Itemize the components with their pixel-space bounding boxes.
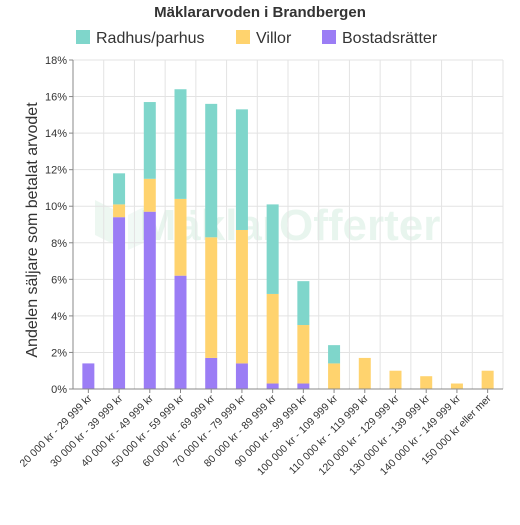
bar-segment xyxy=(143,102,156,179)
y-tick-label: 6% xyxy=(51,274,67,286)
bar-segment xyxy=(297,383,310,389)
legend-label: Bostadsrätter xyxy=(342,30,438,47)
y-tick-label: 18% xyxy=(45,55,67,67)
bar-segment xyxy=(113,173,126,205)
bars xyxy=(82,89,494,389)
y-tick-label: 12% xyxy=(45,165,67,177)
y-axis-title: Andelen säljare som betalat arvodet xyxy=(24,102,41,358)
chart-title: Mäklararvoden i Brandbergen xyxy=(154,4,366,21)
bar-segment xyxy=(358,357,371,389)
bar-segment xyxy=(328,363,341,389)
legend-swatch xyxy=(236,30,250,44)
bar-segment xyxy=(450,383,463,389)
bar-segment xyxy=(328,345,341,364)
bar-segment xyxy=(266,383,279,389)
bar-segment xyxy=(82,363,95,389)
y-tick-label: 8% xyxy=(51,238,67,250)
watermark-text: MäklarOfferter xyxy=(140,201,441,250)
bar-segment xyxy=(174,89,187,199)
y-tick-label: 16% xyxy=(45,92,67,104)
bar-segment xyxy=(174,275,187,389)
bar-segment xyxy=(205,357,218,389)
y-tick-label: 4% xyxy=(51,311,67,323)
axes: 0%2%4%6%8%10%12%14%16%18%20 000 kr - 29 … xyxy=(17,55,503,478)
bar-segment xyxy=(266,293,279,384)
legend: Radhus/parhus Villor Bostadsrätter xyxy=(76,30,438,47)
legend-swatch xyxy=(76,30,90,44)
y-tick-label: 14% xyxy=(45,128,67,140)
y-tick-label: 10% xyxy=(45,201,67,213)
bar-segment xyxy=(297,325,310,384)
bar-segment xyxy=(481,370,494,389)
bar-segment xyxy=(297,281,310,326)
bar-segment xyxy=(420,376,433,389)
bar-segment xyxy=(174,198,187,276)
y-tick-label: 0% xyxy=(51,384,67,396)
bar-segment xyxy=(113,217,126,389)
legend-label: Radhus/parhus xyxy=(96,30,205,47)
legend-swatch xyxy=(322,30,336,44)
bar-segment xyxy=(143,178,156,212)
bar-segment xyxy=(205,103,218,238)
bar-segment xyxy=(113,204,126,218)
bar-segment xyxy=(235,229,248,364)
bar-segment xyxy=(235,363,248,389)
bar-segment xyxy=(266,204,279,294)
bar-segment xyxy=(143,211,156,389)
bar-segment xyxy=(205,237,218,358)
y-tick-label: 2% xyxy=(51,347,67,359)
bar-segment xyxy=(235,109,248,230)
legend-label: Villor xyxy=(256,30,292,47)
bar-segment xyxy=(389,370,402,389)
